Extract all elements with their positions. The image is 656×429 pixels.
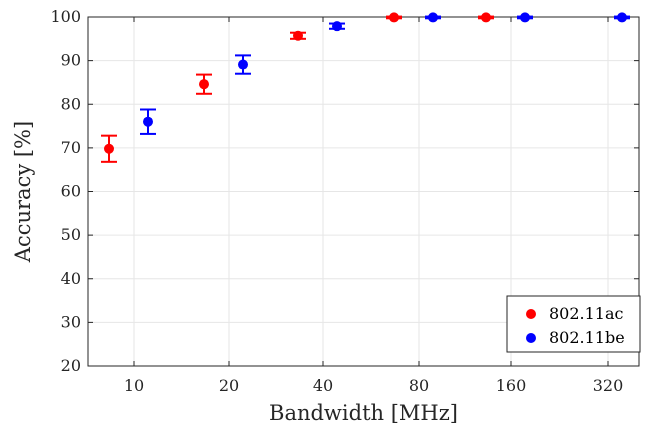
legend-box bbox=[506, 295, 641, 353]
data-point bbox=[481, 12, 491, 23]
y-tick-label: 30 bbox=[61, 312, 81, 331]
x-tick-label: 160 bbox=[496, 376, 527, 395]
y-tick-label: 60 bbox=[61, 182, 81, 201]
x-tick-label: 320 bbox=[593, 376, 624, 395]
y-tick-label: 100 bbox=[50, 7, 81, 26]
x-tick-label: 80 bbox=[409, 376, 429, 395]
series-802-11be bbox=[140, 12, 630, 135]
y-tick-label: 90 bbox=[61, 51, 81, 70]
x-tick-label: 40 bbox=[313, 376, 333, 395]
y-axis-title: Accuracy [%] bbox=[11, 121, 35, 263]
y-tick-label: 50 bbox=[61, 225, 81, 244]
data-point bbox=[199, 79, 209, 90]
series-layer bbox=[101, 12, 630, 163]
x-tick-label: 20 bbox=[219, 376, 239, 395]
data-point bbox=[617, 12, 627, 23]
legend-label: 802.11ac bbox=[549, 304, 624, 323]
x-tick-label: 10 bbox=[124, 376, 144, 395]
data-point bbox=[428, 12, 438, 23]
legend: 802.11ac 802.11be bbox=[506, 295, 641, 353]
legend-label: 802.11be bbox=[549, 328, 625, 347]
data-point bbox=[104, 143, 114, 154]
y-tick-label: 70 bbox=[61, 138, 81, 157]
data-point bbox=[520, 12, 530, 23]
data-point bbox=[143, 116, 153, 127]
data-point bbox=[389, 12, 399, 23]
data-point bbox=[332, 21, 342, 32]
legend-marker bbox=[526, 309, 536, 319]
y-tick-label: 20 bbox=[61, 356, 81, 375]
legend-marker bbox=[526, 333, 536, 343]
y-tick-label: 80 bbox=[61, 94, 81, 113]
axis-ticks: 20 30 40 50 60 70 80 90 100 10 20 40 80 160 320 bbox=[50, 7, 639, 395]
y-tick-label: 40 bbox=[61, 269, 81, 288]
series-802-11ac bbox=[101, 12, 494, 163]
data-point bbox=[293, 30, 303, 41]
data-point bbox=[238, 59, 248, 70]
x-axis-title: Bandwidth [MHz] bbox=[269, 401, 458, 425]
